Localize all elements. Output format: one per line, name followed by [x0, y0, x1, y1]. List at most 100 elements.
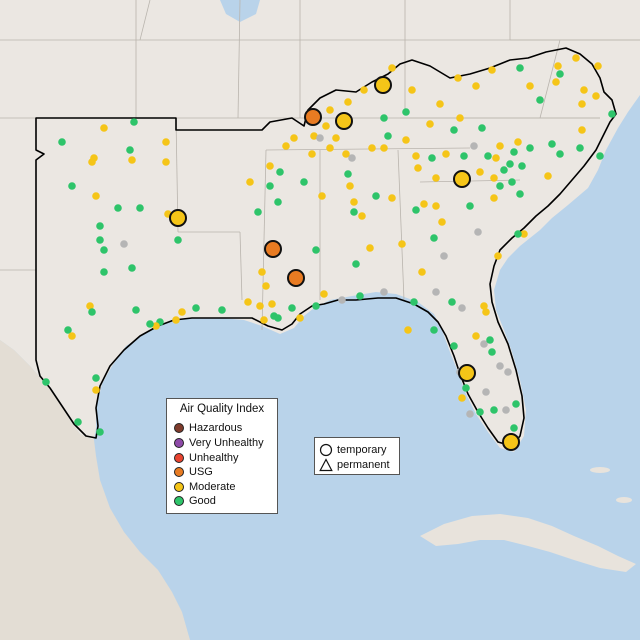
triangle-icon: [319, 458, 333, 472]
monitor-marker: [380, 288, 388, 296]
monitor-marker: [496, 182, 504, 190]
monitor-markers: [42, 54, 616, 444]
monitor-marker: [352, 260, 360, 268]
monitor-marker: [448, 298, 456, 306]
monitor-marker: [556, 150, 564, 158]
monitor-marker: [494, 252, 502, 260]
monitor-marker: [504, 368, 512, 376]
highlighted-monitor-marker[interactable]: [169, 209, 187, 227]
monitor-marker: [372, 192, 380, 200]
monitor-marker: [68, 182, 76, 190]
legend-label: Hazardous: [189, 422, 243, 434]
monitor-marker: [482, 388, 490, 396]
cuba-island: [420, 514, 636, 572]
legend-label: Good: [189, 495, 216, 507]
monitor-marker: [402, 108, 410, 116]
legend-item-temporary: temporary: [319, 443, 387, 457]
legend-title: Air Quality Index: [179, 403, 265, 415]
monitor-marker: [356, 292, 364, 300]
highlighted-monitor-marker[interactable]: [458, 364, 476, 382]
monitor-marker: [490, 174, 498, 182]
monitor-marker: [366, 244, 374, 252]
monitor-marker: [420, 200, 428, 208]
monitor-marker: [68, 332, 76, 340]
monitor-marker: [384, 132, 392, 140]
monitor-marker: [174, 236, 182, 244]
highlighted-monitor-marker[interactable]: [287, 269, 305, 287]
monitor-marker: [246, 178, 254, 186]
monitor-marker: [266, 162, 274, 170]
unhealthy-swatch: [174, 453, 184, 463]
monitor-marker: [268, 300, 276, 308]
highlighted-monitor-marker[interactable]: [335, 112, 353, 130]
monitor-marker: [296, 314, 304, 322]
monitor-marker: [478, 124, 486, 132]
monitor-marker: [490, 406, 498, 414]
monitor-marker: [430, 234, 438, 242]
monitor-marker: [312, 246, 320, 254]
monitor-marker: [462, 384, 470, 392]
monitor-marker: [536, 96, 544, 104]
monitor-marker: [520, 230, 528, 238]
monitor-marker: [486, 336, 494, 344]
monitor-marker: [358, 212, 366, 220]
hazardous-swatch: [174, 423, 184, 433]
monitor-marker: [316, 134, 324, 142]
monitor-marker: [526, 82, 534, 90]
monitor-marker: [514, 138, 522, 146]
monitor-marker: [572, 54, 580, 62]
monitor-marker: [342, 150, 350, 158]
monitor-marker: [592, 92, 600, 100]
monitor-marker: [360, 86, 368, 94]
monitor-marker: [458, 394, 466, 402]
highlighted-monitor-marker[interactable]: [502, 433, 520, 451]
monitor-marker: [178, 308, 186, 316]
monitor-marker: [348, 154, 356, 162]
monitor-marker: [344, 170, 352, 178]
monitor-marker: [192, 304, 200, 312]
monitor-marker: [554, 62, 562, 70]
bahamas-island: [590, 467, 610, 473]
monitor-marker: [480, 302, 488, 310]
monitor-marker: [508, 178, 516, 186]
monitor-marker: [126, 146, 134, 154]
monitor-marker: [92, 374, 100, 382]
monitor-marker: [450, 342, 458, 350]
monitor-marker: [266, 182, 274, 190]
monitor-marker: [96, 236, 104, 244]
monitor-marker: [432, 202, 440, 210]
monitor-marker: [556, 70, 564, 78]
monitor-marker: [96, 428, 104, 436]
monitor-marker: [128, 156, 136, 164]
monitor-marker: [456, 114, 464, 122]
highlighted-monitor-marker[interactable]: [264, 240, 282, 258]
monitor-marker: [488, 348, 496, 356]
monitor-marker: [466, 202, 474, 210]
legend-item-good: Good: [174, 494, 216, 508]
monitor-marker: [338, 296, 346, 304]
highlighted-monitor-marker[interactable]: [453, 170, 471, 188]
mexico-landmass: [0, 340, 190, 640]
legend-item-moderate: Moderate: [174, 480, 235, 494]
monitor-marker: [120, 240, 128, 248]
circle-icon: [319, 443, 333, 457]
very-unhealthy-swatch: [174, 438, 184, 448]
monitor-marker: [114, 204, 122, 212]
temporary-label: temporary: [337, 444, 387, 456]
monitor-marker: [100, 124, 108, 132]
legend-label: Very Unhealthy: [189, 437, 264, 449]
usg-swatch: [174, 467, 184, 477]
monitor-marker: [472, 332, 480, 340]
highlighted-monitors: [169, 76, 520, 451]
monitor-marker: [418, 268, 426, 276]
monitor-marker: [490, 194, 498, 202]
monitor-marker: [282, 142, 290, 150]
highlighted-monitor-marker[interactable]: [304, 108, 322, 126]
monitor-marker: [432, 174, 440, 182]
moderate-swatch: [174, 482, 184, 492]
monitor-marker: [128, 264, 136, 272]
highlighted-monitor-marker[interactable]: [374, 76, 392, 94]
monitor-marker: [402, 136, 410, 144]
region-outline: [35, 47, 617, 447]
